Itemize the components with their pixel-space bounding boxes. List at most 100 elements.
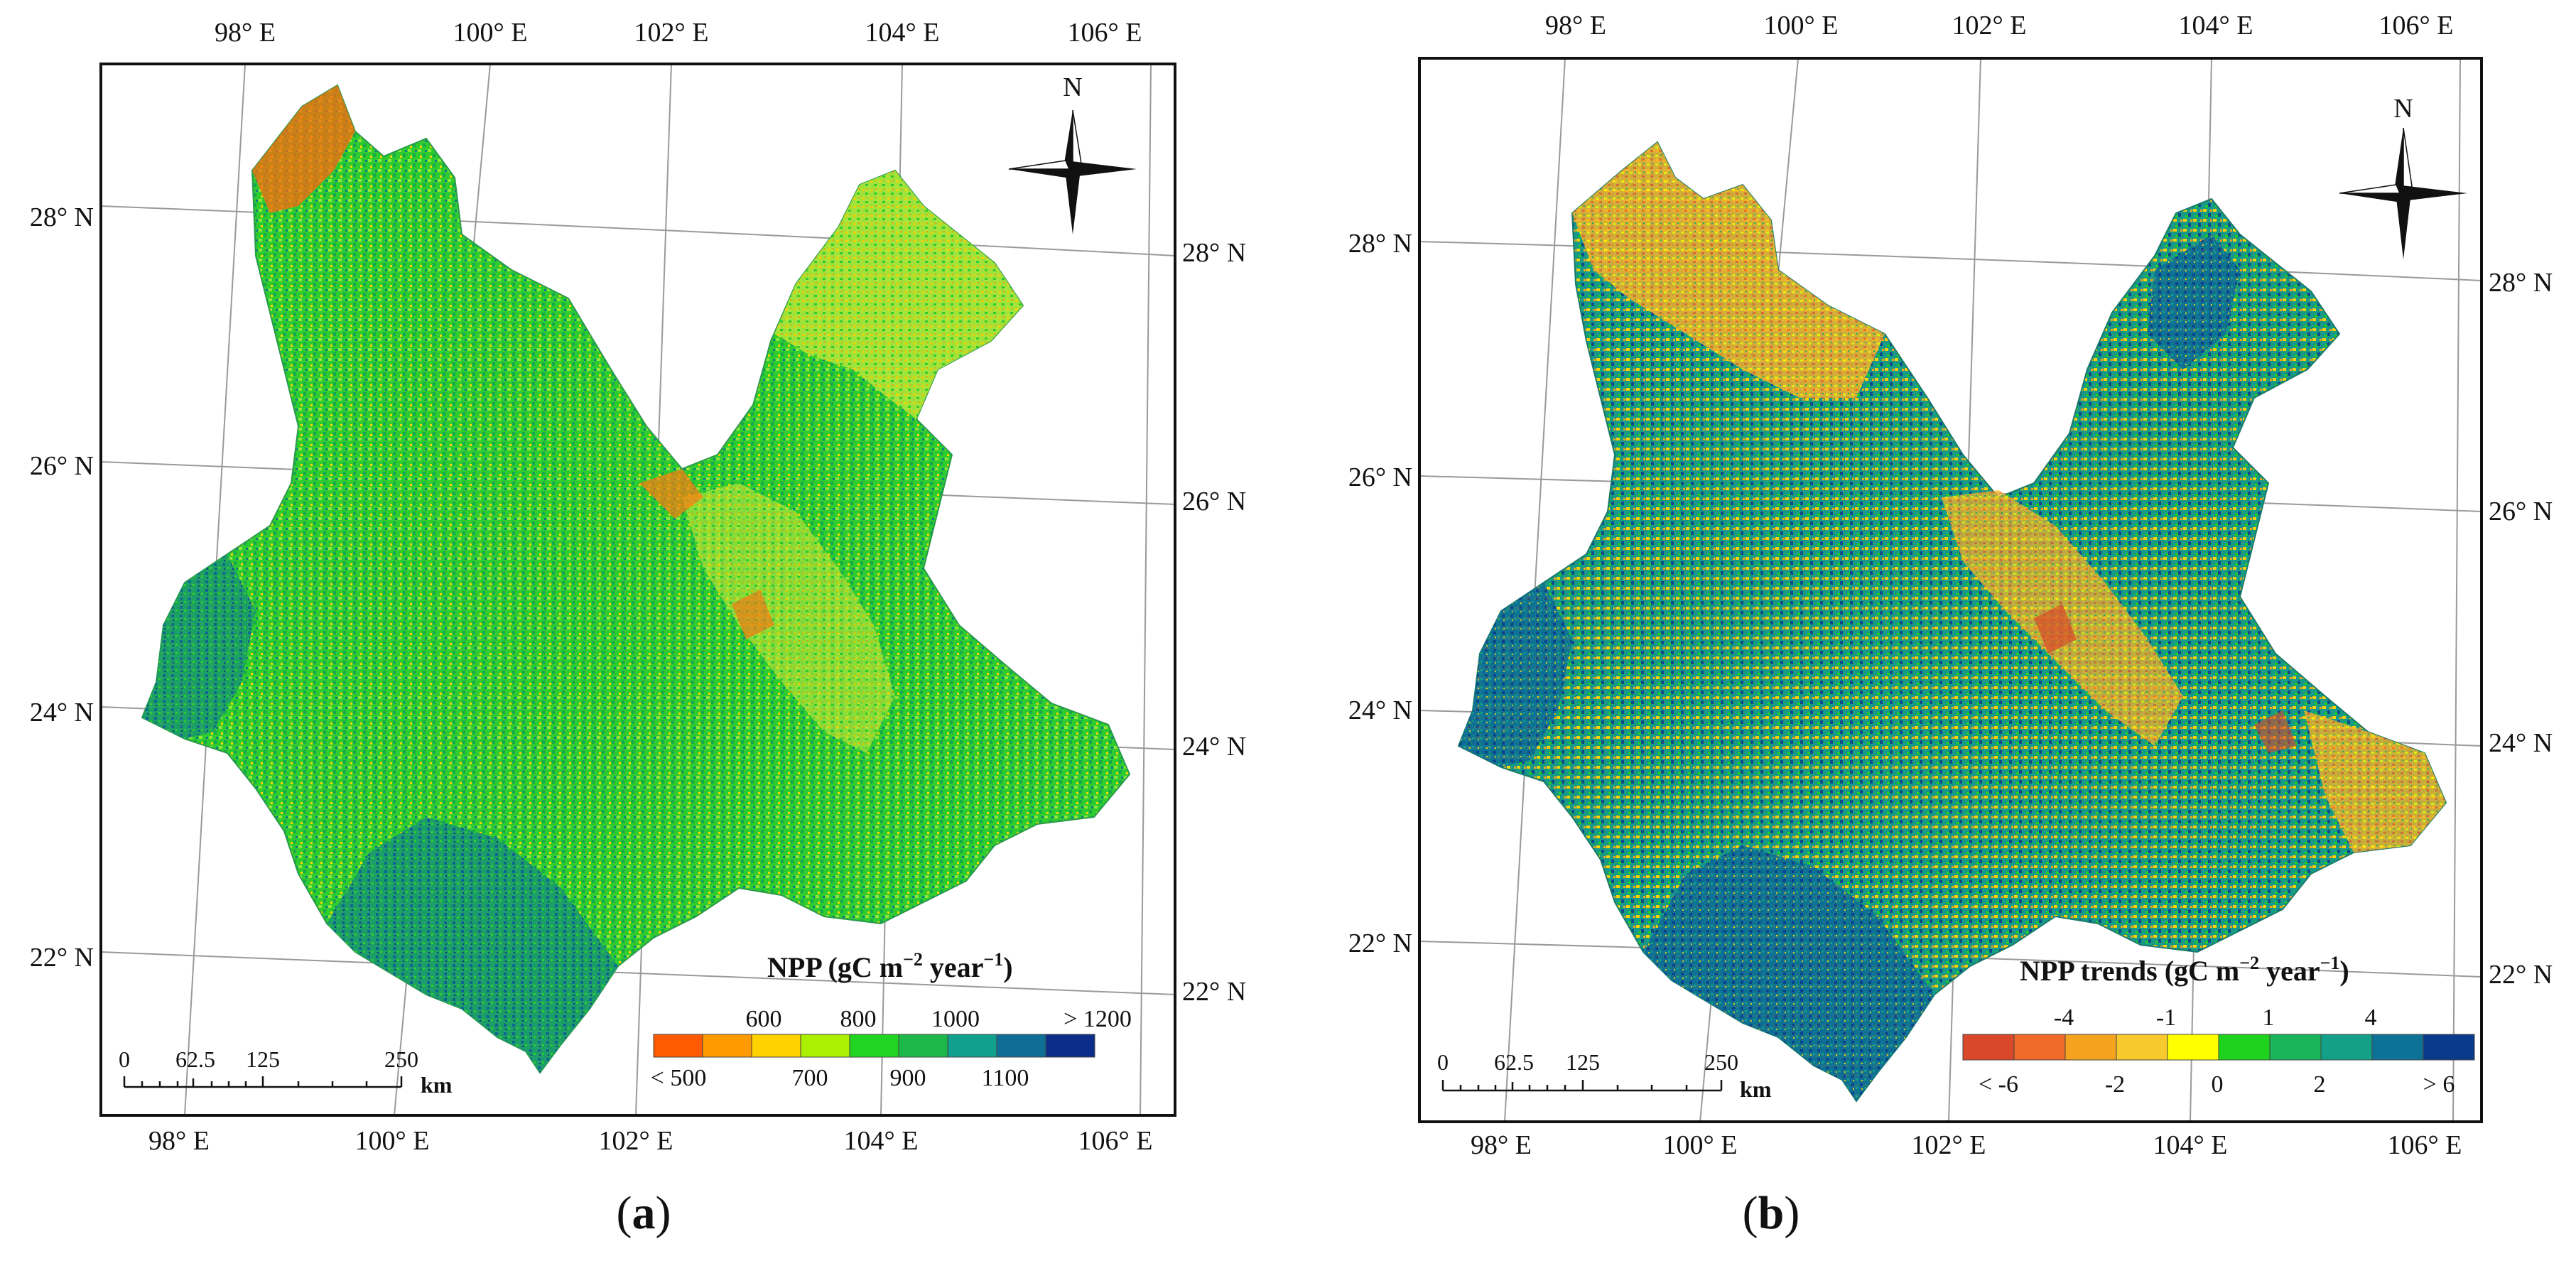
- legend-title: NPP (gC m−2 year−1): [767, 949, 1013, 983]
- legend-swatch: [849, 1034, 899, 1058]
- lon-label-bottom-4: 104° E: [2153, 1130, 2228, 1160]
- lon-label-top-2: 100° E: [453, 18, 528, 48]
- legend-swatch: [1962, 1034, 2015, 1061]
- lon-label-bottom-2: 100° E: [355, 1126, 430, 1156]
- legend-title: NPP trends (gC m−2 year−1): [2020, 953, 2349, 987]
- lon-label-bottom-2: 100° E: [1663, 1130, 1738, 1160]
- legend-lower-label: > 6: [2423, 1071, 2455, 1098]
- lon-label-bottom-5: 106° E: [2388, 1130, 2462, 1160]
- legend-swatch: [2064, 1034, 2117, 1061]
- lat-label-left-4: 22° N: [1348, 929, 1412, 958]
- legend-lower-label: 700: [792, 1065, 828, 1091]
- north-label: N: [2393, 94, 2413, 124]
- north-label: N: [1063, 72, 1082, 102]
- lon-label-top-4: 104° E: [2179, 11, 2253, 40]
- map-a: 98° E 100° E 102° E 104° E 106° E 98° E …: [30, 18, 1246, 1156]
- lon-label-bottom-5: 106° E: [1078, 1126, 1153, 1156]
- lat-label-left-2: 26° N: [1348, 462, 1412, 492]
- lat-label-right-1: 28° N: [2489, 268, 2553, 298]
- lon-label-top-1: 98° E: [215, 18, 276, 48]
- lon-label-top-4: 104° E: [865, 18, 940, 48]
- lat-label-right-3: 24° N: [1182, 732, 1246, 762]
- legend: NPP (gC m−2 year−1) 600 800 1000 > 1200 …: [651, 949, 1132, 1091]
- legend-lower-label: 900: [890, 1065, 926, 1091]
- scale-bar: 0 62.5 125 250 km: [119, 1046, 453, 1098]
- north-arrow-icon: N: [2339, 94, 2467, 259]
- legend-upper-label: > 1200: [1064, 1006, 1132, 1032]
- scale-unit: km: [421, 1072, 453, 1098]
- legend-upper-label: 600: [746, 1006, 782, 1032]
- lon-label-top-5: 106° E: [2379, 11, 2454, 40]
- legend-swatch: [2116, 1034, 2168, 1061]
- legend-swatch: [1045, 1034, 1095, 1058]
- legend-swatch: [653, 1034, 703, 1058]
- legend-swatch: [2371, 1034, 2424, 1061]
- lon-label-top-3: 102° E: [1952, 11, 2027, 40]
- lat-label-left-2: 26° N: [30, 451, 94, 481]
- lat-label-right-4: 22° N: [2489, 960, 2553, 990]
- scale-unit: km: [1740, 1076, 1772, 1102]
- legend-swatch: [2218, 1034, 2271, 1061]
- npp-trend-raster: [1457, 141, 2447, 1103]
- legend-swatch: [2320, 1034, 2373, 1061]
- legend-lower-label: 2: [2314, 1071, 2326, 1098]
- panel-a: 98° E 100° E 102° E 104° E 106° E 98° E …: [0, 0, 1288, 1239]
- lon-label-bottom-1: 98° E: [1471, 1130, 1532, 1160]
- graticule: [101, 64, 1175, 1115]
- legend-lower-label: 0: [2212, 1071, 2224, 1098]
- scale-tick-label: 62.5: [175, 1046, 215, 1072]
- legend-colorbar: [653, 1034, 1095, 1058]
- caption-a: (a): [616, 1187, 671, 1239]
- lat-label-left-4: 22° N: [30, 943, 94, 973]
- lat-label-right-2: 26° N: [1182, 487, 1246, 516]
- legend-lower-label: 1100: [982, 1065, 1029, 1091]
- lat-label-left-3: 24° N: [1348, 696, 1412, 725]
- legend: NPP trends (gC m−2 year−1) -4 -1 1 4 < -…: [1962, 953, 2475, 1098]
- legend-swatch: [996, 1034, 1046, 1058]
- lat-label-right-4: 22° N: [1182, 977, 1246, 1007]
- legend-swatch: [702, 1034, 752, 1058]
- legend-upper-label: 1: [2263, 1005, 2275, 1031]
- lon-label-bottom-3: 102° E: [1912, 1130, 1986, 1160]
- scale-tick-label: 0: [119, 1046, 130, 1072]
- legend-upper-label: 4: [2365, 1005, 2377, 1031]
- lon-label-bottom-4: 104° E: [844, 1126, 919, 1156]
- legend-lower-label: < -6: [1979, 1071, 2018, 1098]
- lon-label-bottom-3: 102° E: [599, 1126, 673, 1156]
- lat-label-left-3: 24° N: [30, 698, 94, 727]
- legend-upper-label: 1000: [931, 1006, 980, 1032]
- legend-swatch: [751, 1034, 801, 1058]
- legend-swatch: [2423, 1034, 2475, 1061]
- scale-tick-label: 250: [384, 1046, 418, 1072]
- lat-label-right-2: 26° N: [2489, 497, 2553, 526]
- lon-label-top-1: 98° E: [1545, 11, 1606, 40]
- legend-upper-label: -4: [2054, 1005, 2074, 1031]
- npp-raster: [141, 84, 1131, 1074]
- panel-b: 98° E 100° E 102° E 104° E 106° E 98° E …: [1288, 0, 2576, 1239]
- legend-lower-label: -2: [2105, 1071, 2125, 1098]
- scale-tick-label: 0: [1437, 1049, 1449, 1075]
- lat-label-right-3: 24° N: [2489, 728, 2553, 758]
- legend-lower-label: < 500: [651, 1065, 707, 1091]
- scale-bar: 0 62.5 125 250 km: [1437, 1049, 1772, 1102]
- legend-swatch: [2013, 1034, 2066, 1061]
- lon-label-top-5: 106° E: [1068, 18, 1142, 48]
- scale-tick-label: 62.5: [1494, 1049, 1534, 1075]
- legend-swatch: [898, 1034, 948, 1058]
- legend-swatch: [800, 1034, 850, 1058]
- scale-tick-label: 250: [1704, 1049, 1738, 1075]
- north-arrow-icon: N: [1008, 72, 1137, 234]
- legend-upper-label: -1: [2156, 1005, 2176, 1031]
- legend-upper-label: 800: [840, 1006, 877, 1032]
- legend-swatch: [2167, 1034, 2219, 1061]
- lon-label-bottom-1: 98° E: [148, 1126, 210, 1156]
- lat-label-right-1: 28° N: [1182, 238, 1246, 268]
- lat-label-left-1: 28° N: [1348, 229, 1412, 259]
- legend-swatch: [2269, 1034, 2322, 1061]
- scale-tick-label: 125: [1566, 1049, 1600, 1075]
- lon-label-top-3: 102° E: [634, 18, 709, 48]
- lat-label-left-1: 28° N: [30, 202, 94, 232]
- legend-swatch: [947, 1034, 997, 1058]
- lon-label-top-2: 100° E: [1764, 11, 1839, 40]
- scale-tick-label: 125: [246, 1046, 280, 1072]
